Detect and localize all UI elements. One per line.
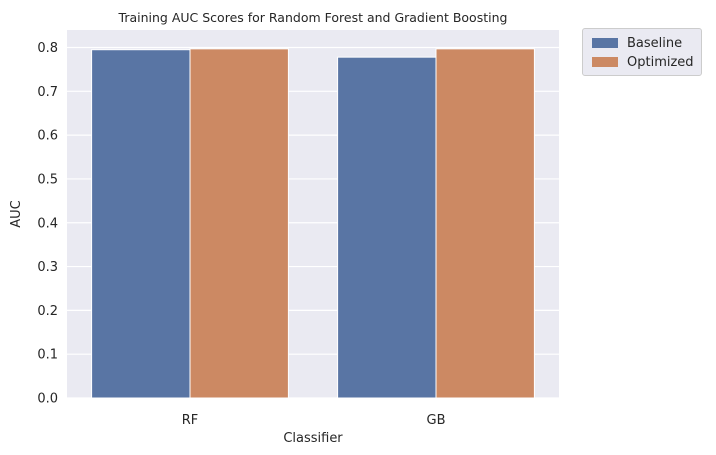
bar-optimized-rf [189, 48, 289, 399]
bar-baseline-gb [337, 56, 437, 399]
legend-item-optimized: Optimized [592, 53, 694, 71]
legend-label-baseline: Baseline [627, 35, 683, 51]
y-tick-label: 0.5 [37, 172, 58, 187]
x-tick-label: GB [427, 413, 446, 428]
legend-swatch-optimized [592, 57, 618, 67]
y-tick-label: 0.3 [37, 260, 58, 275]
y-tick-label: 0.6 [37, 129, 58, 144]
y-tick-label: 0.2 [37, 304, 58, 319]
y-tick-label: 0.1 [37, 348, 58, 363]
x-axis-label: Classifier [283, 431, 343, 446]
x-tick-labels: RF GB [182, 413, 446, 428]
y-tick-label: 0.8 [37, 41, 58, 56]
legend-swatch-baseline [592, 38, 618, 48]
bars [91, 48, 535, 399]
y-tick-label: 0.4 [37, 216, 58, 231]
legend: Baseline Optimized [582, 28, 702, 76]
y-tick-label: 0.7 [37, 85, 58, 100]
chart-title: Training AUC Scores for Random Forest an… [118, 10, 508, 25]
y-tick-label: 0.0 [37, 392, 58, 407]
legend-item-baseline: Baseline [592, 34, 682, 52]
bar-baseline-rf [91, 49, 191, 399]
y-tick-labels: 0.0 0.1 0.2 0.3 0.4 0.5 0.6 0.7 0.8 [37, 41, 58, 406]
x-tick-label: RF [182, 413, 199, 428]
legend-label-optimized: Optimized [627, 54, 694, 70]
y-axis-label: AUC [9, 200, 24, 228]
bar-optimized-gb [435, 48, 535, 399]
